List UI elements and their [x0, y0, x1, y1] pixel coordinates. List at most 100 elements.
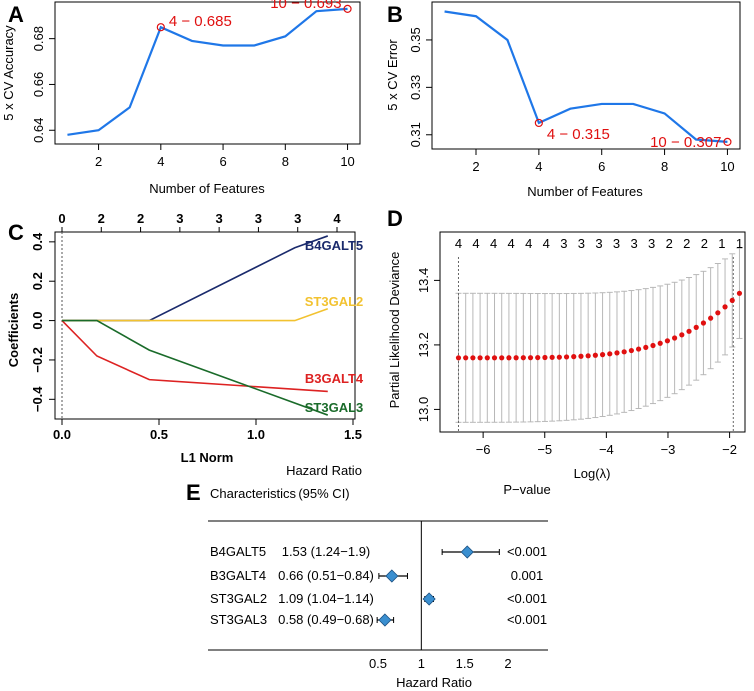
panel-a-accuracy-line — [67, 7, 348, 136]
panel-label-c: C — [8, 220, 24, 245]
top-tick-label: 3 — [216, 211, 223, 226]
deviance-point — [729, 297, 735, 304]
top-label: 3 — [613, 236, 620, 251]
x-tick-label: 2 — [95, 154, 102, 169]
deviance-point — [664, 338, 671, 344]
deviance-point — [628, 347, 634, 354]
panel-d-lambda-lines — [457, 257, 734, 432]
deviance-point — [520, 355, 526, 361]
x-tick-label: 2 — [504, 656, 511, 671]
panel-e-header-hr: Hazard Ratio — [286, 463, 362, 478]
deviance-point — [556, 354, 562, 360]
x-tick-label: 10 — [340, 154, 354, 169]
forest-row-name: ST3GAL3 — [210, 612, 267, 627]
top-label: 2 — [701, 236, 708, 251]
deviance-point — [715, 310, 721, 316]
deviance-point — [686, 328, 692, 334]
highlight-marker — [723, 137, 732, 146]
top-label: 4 — [455, 236, 462, 251]
x-tick-label: −5 — [537, 442, 552, 457]
deviance-point — [708, 315, 714, 321]
forest-row-hr: 1.09 (1.04−1.14) — [278, 591, 374, 606]
panel-a-x-label: Number of Features — [149, 181, 265, 196]
deviance-point — [657, 340, 663, 346]
x-tick-label: −4 — [599, 442, 614, 457]
x-tick-label: 4 — [157, 154, 164, 169]
panel-a-y-label: 5 x CV Accuracy — [1, 25, 16, 121]
panel-b-y-ticks: 0.31 0.33 0.35 — [408, 27, 432, 147]
forest-row-hr: 1.53 (1.24−1.9) — [282, 544, 371, 559]
deviance-point — [506, 355, 512, 361]
highlight-label: 10 − 0.307 — [650, 134, 721, 151]
highlight-label: 10 − 0.693 — [270, 0, 341, 12]
panel-c-x-label: L1 Norm — [181, 450, 234, 465]
deviance-point — [599, 352, 606, 358]
series-label-b3galt4: B3GALT4 — [305, 371, 364, 386]
x-tick-label: 1.5 — [456, 656, 474, 671]
x-tick-label: −2 — [722, 442, 737, 457]
panel-e-header-pvalue: P−value — [503, 482, 550, 497]
panel-e-x-ticks: 0.5 1 1.5 2 — [369, 656, 512, 671]
deviance-point — [549, 354, 555, 360]
y-tick-label: 0.0 — [30, 312, 45, 330]
y-tick-label: 13.4 — [416, 268, 431, 293]
panel-a-plot-frame — [54, 1, 361, 145]
y-tick-label: 0.64 — [31, 118, 46, 143]
deviance-point — [477, 355, 483, 361]
forest-row-hr: 0.58 (0.49−0.68) — [278, 612, 374, 627]
panel-c-x-ticks: 0.0 0.5 1.0 1.5 — [53, 419, 362, 442]
deviance-point — [614, 350, 620, 356]
top-label: 1 — [718, 236, 725, 251]
panel-c-series-labels: B4GALT5 ST3GAL2 B3GALT4 ST3GAL3 — [305, 238, 364, 415]
top-label: 1 — [736, 236, 743, 251]
x-tick-label: 1.5 — [344, 427, 362, 442]
panel-c-plot-frame — [54, 231, 356, 420]
x-tick-label: −3 — [661, 442, 676, 457]
panel-b-y-label: 5 x CV Error — [385, 39, 400, 111]
deviance-point — [607, 351, 613, 357]
top-label: 2 — [683, 236, 690, 251]
panel-c-y-ticks: −0.4 −0.2 0.0 0.2 0.4 — [30, 232, 55, 412]
panel-e-header-ci: (95% CI) — [298, 486, 349, 501]
panel-a-accuracy-chart: 2 4 6 8 10 0.64 0.66 0.68 Number of Features 5… — [1, 0, 361, 196]
deviance-point — [463, 355, 469, 361]
top-tick-label: 2 — [98, 211, 105, 226]
deviance-point — [527, 355, 534, 361]
y-tick-label: −0.4 — [30, 386, 45, 412]
forest-row-name: B4GALT5 — [210, 544, 266, 559]
x-tick-label: 8 — [661, 159, 668, 174]
forest-row-pvalue: 0.001 — [511, 568, 544, 583]
deviance-point — [722, 304, 728, 310]
deviance-point — [455, 355, 462, 361]
top-label: 2 — [666, 236, 673, 251]
top-tick-label: 4 — [333, 211, 341, 226]
panel-d-y-ticks: 13.0 13.2 13.4 — [416, 268, 440, 422]
series-label-st3gal3: ST3GAL3 — [305, 400, 364, 415]
panel-e-header-characteristics: Characteristics — [210, 486, 296, 501]
panel-b-x-ticks: 2 4 6 8 10 — [472, 149, 735, 174]
highlight-marker — [534, 118, 543, 128]
deviance-point — [621, 349, 627, 355]
x-tick-label: 1 — [418, 656, 425, 671]
deviance-point — [491, 355, 498, 361]
series-line-b3galt4 — [61, 320, 328, 393]
y-tick-label: 0.33 — [408, 75, 423, 100]
deviance-point — [650, 342, 656, 349]
forest-row-pvalue: <0.001 — [507, 612, 547, 627]
series-line-st3gal2 — [62, 308, 329, 322]
series-label-st3gal2: ST3GAL2 — [305, 294, 364, 309]
panel-e-x-label: Hazard Ratio — [396, 675, 472, 690]
deviance-point — [571, 354, 577, 360]
panel-e-rows: B4GALT5 1.53 (1.24−1.9) <0.001 B3GALT4 0.66 … — [210, 544, 547, 627]
panel-label-d: D — [387, 206, 403, 231]
x-tick-label: 0.0 — [53, 427, 71, 442]
y-tick-label: −0.2 — [30, 347, 45, 373]
panel-d-points — [455, 290, 743, 361]
top-tick-label: 3 — [294, 211, 301, 226]
panel-d-plot-frame — [439, 231, 746, 433]
y-tick-label: 0.2 — [30, 272, 45, 290]
deviance-point — [635, 346, 642, 352]
y-tick-label: 0.68 — [31, 26, 46, 51]
